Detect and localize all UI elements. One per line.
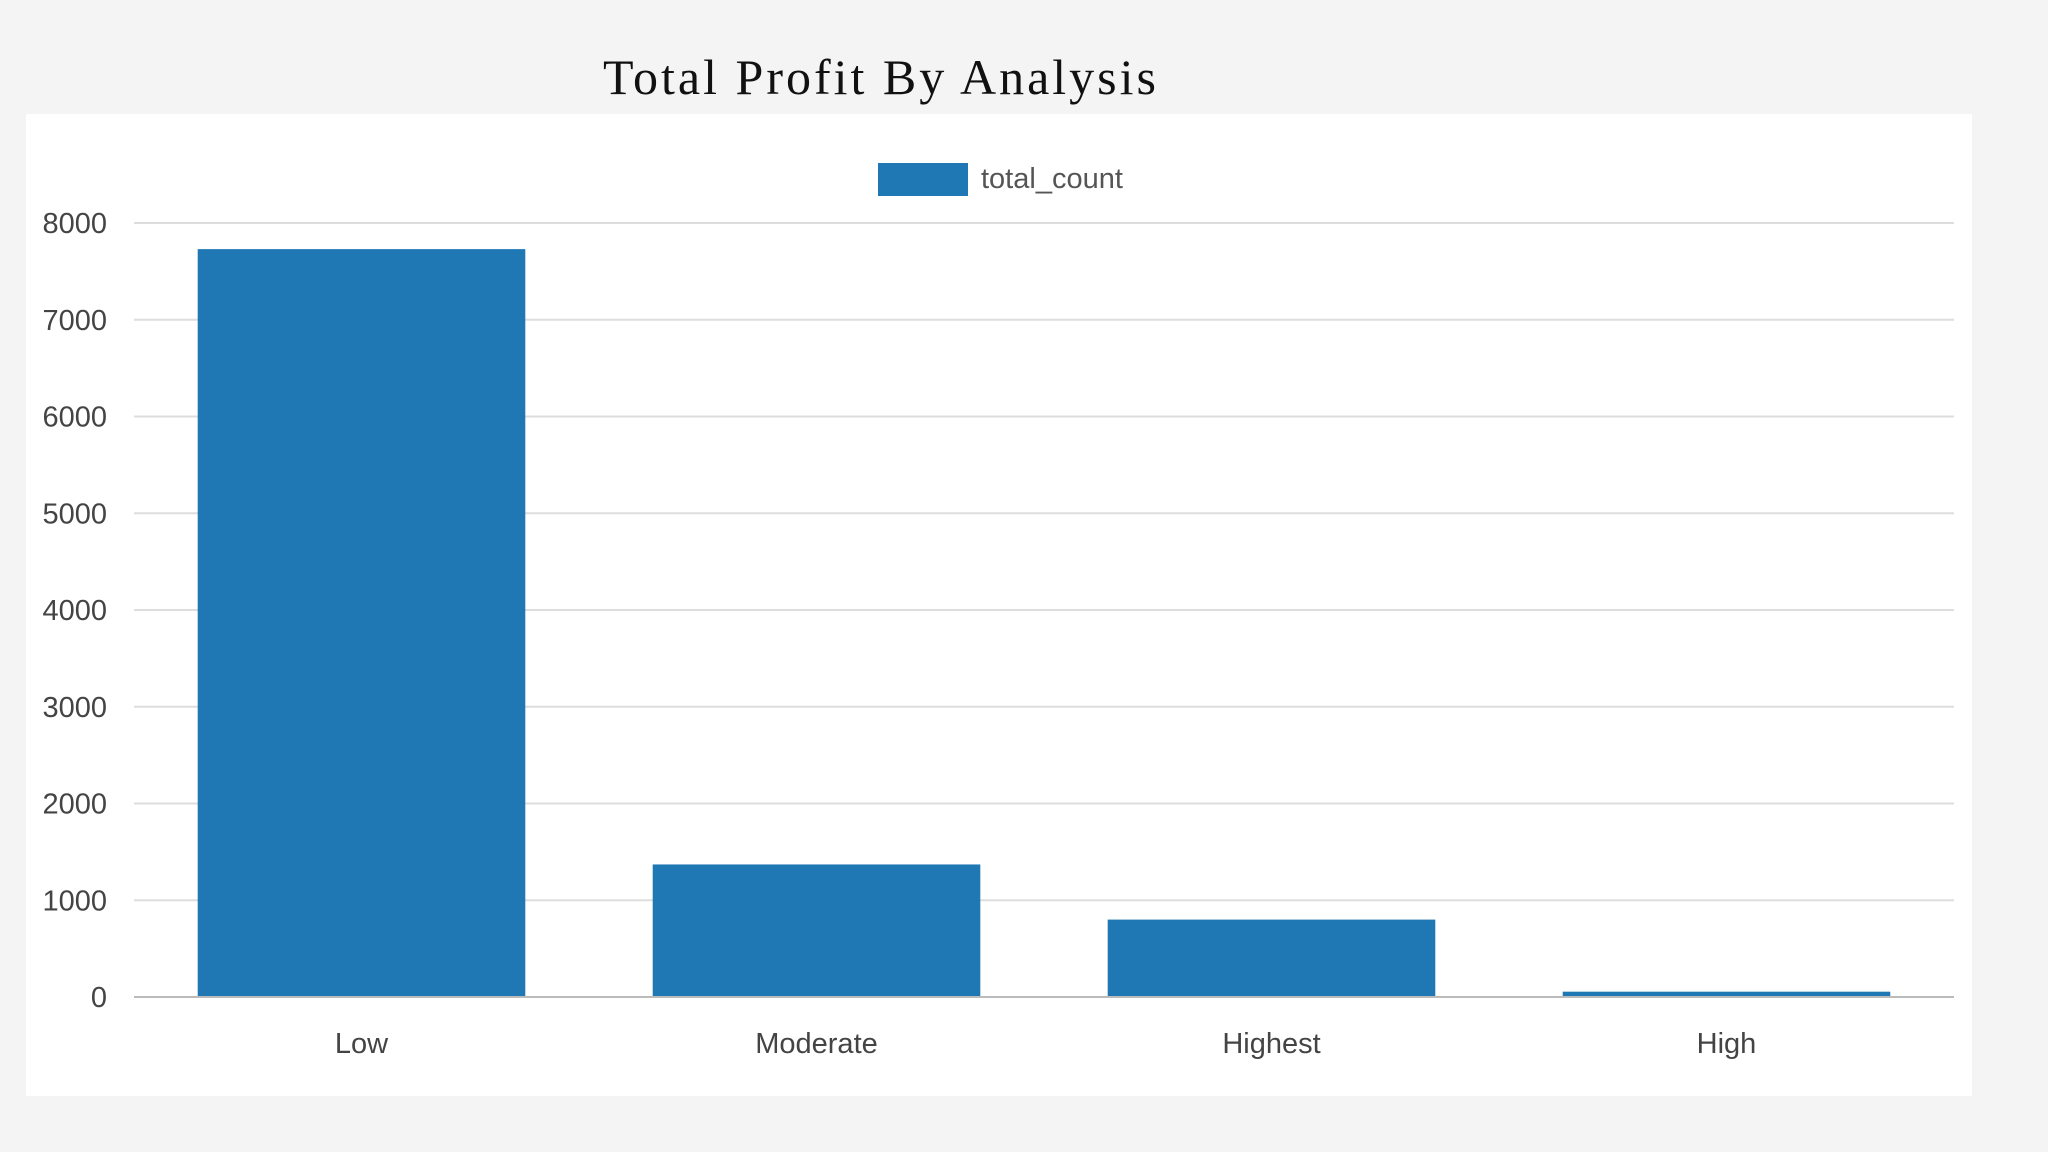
legend-swatch <box>878 163 968 196</box>
y-tick-label: 6000 <box>42 402 107 434</box>
y-tick-label: 1000 <box>42 885 107 917</box>
bar-moderate[interactable] <box>652 864 981 997</box>
y-tick-label: 4000 <box>42 595 107 627</box>
y-tick-label: 7000 <box>42 305 107 337</box>
bar-low[interactable] <box>197 249 526 997</box>
y-tick-label: 2000 <box>42 789 107 821</box>
axes: 0 1000 2000 3000 4000 5000 6000 7000 8000 Low Mode… <box>42 208 1954 1060</box>
bar-high[interactable] <box>1562 991 1891 997</box>
y-tick-label: 0 <box>91 982 107 1014</box>
bar-highest[interactable] <box>1107 919 1436 997</box>
y-tick-label: 8000 <box>42 208 107 240</box>
bars <box>197 249 1891 997</box>
y-tick-label: 3000 <box>42 692 107 724</box>
legend-label: total_count <box>981 163 1123 195</box>
x-category-label: Moderate <box>755 1028 878 1060</box>
x-category-label: High <box>1697 1028 1757 1060</box>
legend: total_count <box>878 163 1123 196</box>
x-category-label: Low <box>335 1028 389 1060</box>
chart-card: 0 1000 2000 3000 4000 5000 6000 7000 8000 Low Mode… <box>26 114 1972 1096</box>
x-category-label: Highest <box>1222 1028 1320 1060</box>
y-tick-label: 5000 <box>42 498 107 530</box>
bar-chart: 0 1000 2000 3000 4000 5000 6000 7000 8000 Low Mode… <box>42 163 1954 1060</box>
page-title: Total Profit By Analysis <box>602 49 1159 105</box>
